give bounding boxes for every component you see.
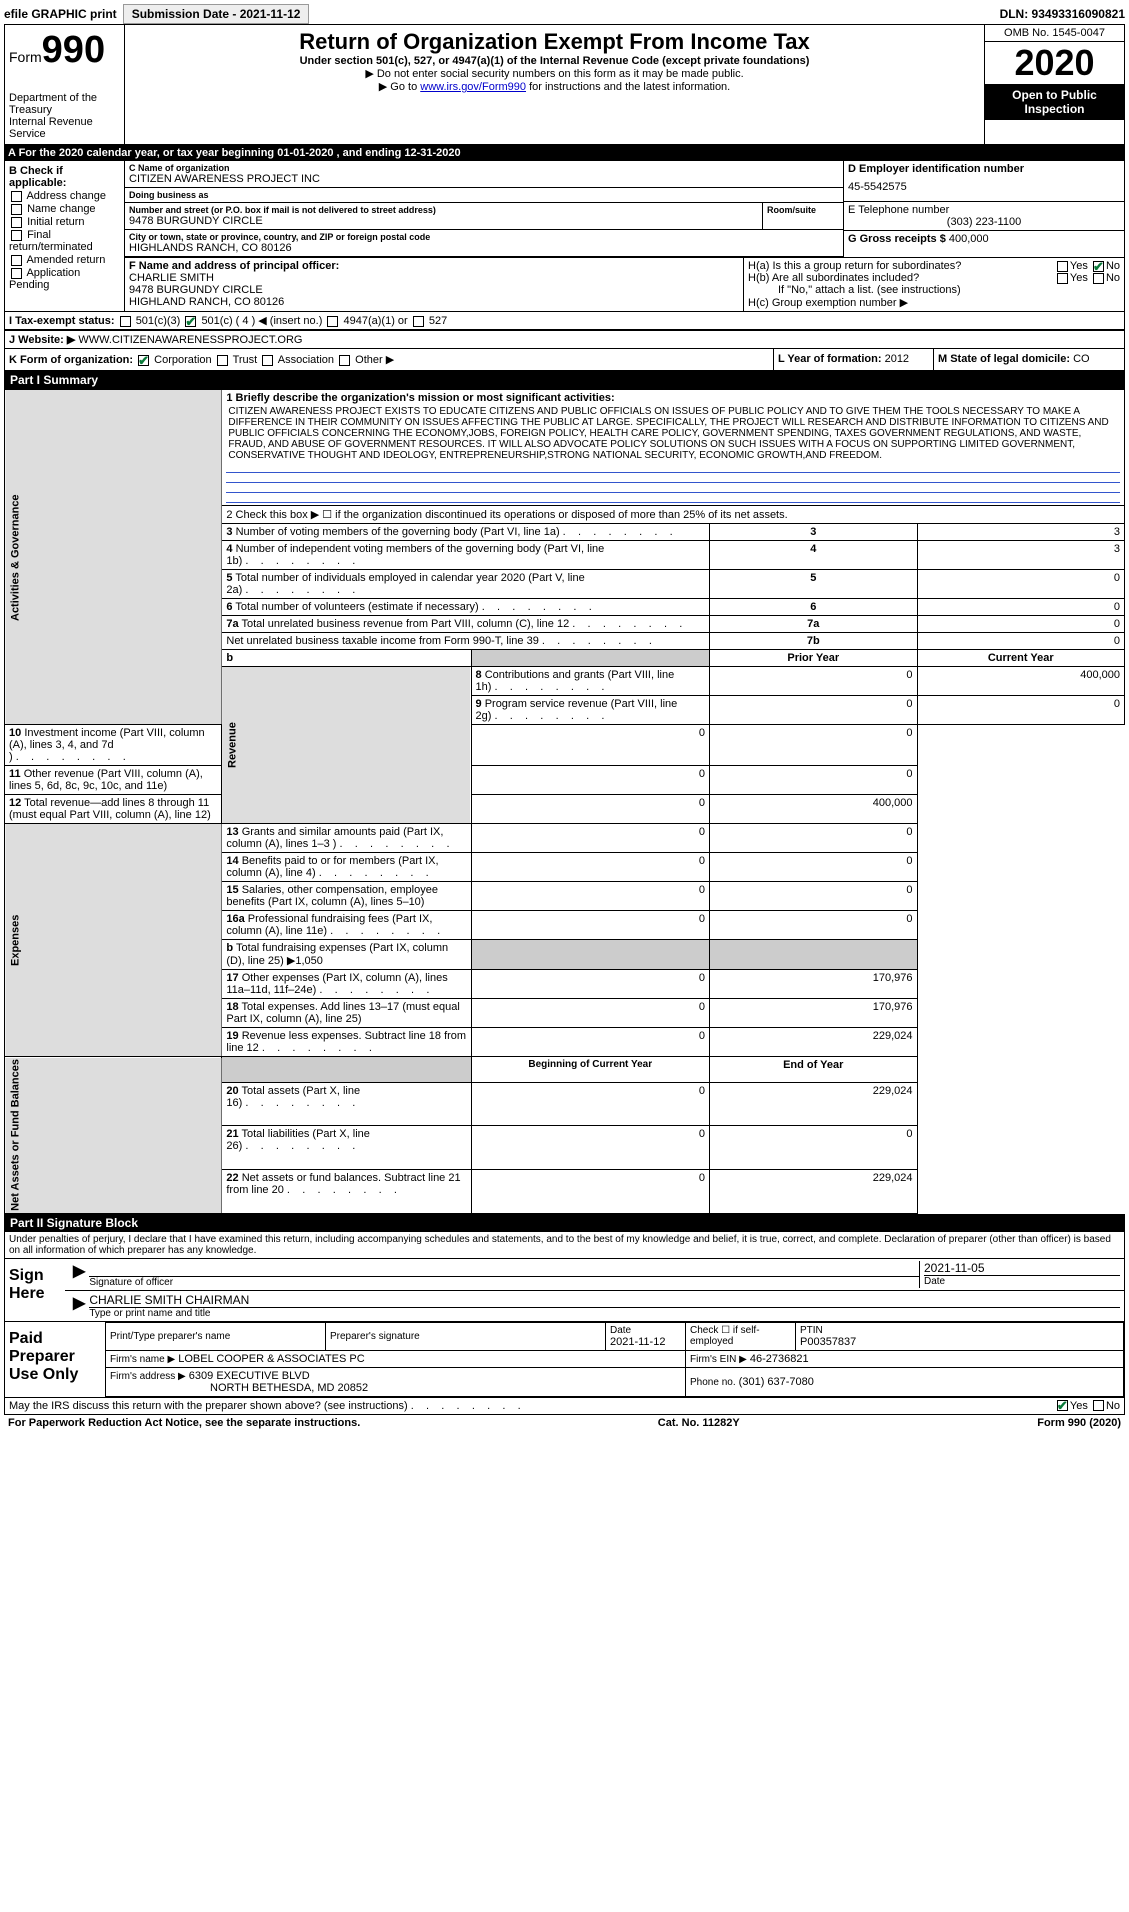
- ptin: P00357837: [800, 1336, 1119, 1348]
- side-revenue: Revenue: [222, 667, 471, 824]
- perjury-text: Under penalties of perjury, I declare th…: [4, 1232, 1125, 1259]
- cb-pending[interactable]: Application Pending: [9, 267, 120, 291]
- hb-row: H(b) Are all subordinates included? Yes …: [748, 272, 1120, 284]
- tax-year: 2020: [985, 42, 1124, 84]
- table-row: 12 Total revenue—add lines 8 through 11 …: [5, 795, 1125, 824]
- firm-name: LOBEL COOPER & ASSOCIATES PC: [178, 1353, 364, 1365]
- table-row: 11 Other revenue (Part VIII, column (A),…: [5, 766, 1125, 795]
- year-formation: 2012: [885, 353, 909, 365]
- efile-label: efile GRAPHIC print: [4, 7, 117, 21]
- paid-preparer-label: Paid Preparer Use Only: [5, 1322, 105, 1397]
- side-expenses: Expenses: [5, 824, 222, 1057]
- discuss-yes-checkbox[interactable]: [1057, 1400, 1068, 1411]
- mission-text: CITIZEN AWARENESS PROJECT EXISTS TO EDUC…: [226, 404, 1120, 463]
- form-title: Return of Organization Exempt From Incom…: [129, 29, 980, 55]
- irs-link[interactable]: www.irs.gov/Form990: [420, 81, 526, 93]
- top-bar: efile GRAPHIC print Submission Date - 20…: [4, 4, 1125, 24]
- note-ssn: ▶ Do not enter social security numbers o…: [129, 67, 980, 80]
- org-name: CITIZEN AWARENESS PROJECT INC: [129, 173, 839, 185]
- omb-label: OMB No. 1545-0047: [985, 25, 1124, 42]
- side-netassets: Net Assets or Fund Balances: [5, 1057, 222, 1214]
- sig-date: 2021-11-05: [924, 1261, 1120, 1276]
- sign-here-label: Sign Here: [5, 1259, 65, 1321]
- state-domicile: CO: [1073, 353, 1090, 365]
- city-address: HIGHLANDS RANCH, CO 80126: [129, 242, 839, 254]
- cb-address[interactable]: Address change: [9, 190, 120, 202]
- arrow-icon: ▶: [69, 1261, 89, 1288]
- irs-label: Internal Revenue Service: [9, 116, 120, 140]
- firm-ein: 46-2736821: [750, 1353, 809, 1365]
- officer-name: CHARLIE SMITH: [129, 272, 739, 284]
- website: WWW.CITIZENAWARENESSPROJECT.ORG: [78, 334, 302, 346]
- calendar-row: A For the 2020 calendar year, or tax yea…: [4, 145, 1125, 161]
- gross-receipts: 400,000: [949, 233, 989, 245]
- discuss-no-checkbox[interactable]: [1093, 1400, 1104, 1411]
- cb-initial[interactable]: Initial return: [9, 216, 120, 228]
- cb-final[interactable]: Final return/terminated: [9, 229, 120, 253]
- dept-label: Department of the Treasury: [9, 92, 120, 116]
- ha-row: H(a) Is this a group return for subordin…: [748, 260, 1120, 272]
- footer: For Paperwork Reduction Act Notice, see …: [4, 1415, 1125, 1431]
- officer-city: HIGHLAND RANCH, CO 80126: [129, 296, 739, 308]
- form-header: Form990 Department of the Treasury Inter…: [4, 24, 1125, 145]
- submission-date-button[interactable]: Submission Date - 2021-11-12: [123, 4, 310, 24]
- part-ii-header: Part II Signature Block: [4, 1214, 1125, 1232]
- section-bcdefgh: B Check if applicable: Address change Na…: [4, 161, 1125, 312]
- firm-addr1: 6309 EXECUTIVE BLVD: [189, 1370, 310, 1382]
- phone: (303) 223-1100: [848, 216, 1120, 228]
- officer-street: 9478 BURGUNDY CIRCLE: [129, 284, 739, 296]
- dln-label: DLN: 93493316090821: [1000, 7, 1125, 21]
- summary-table: Activities & Governance 1 Briefly descri…: [4, 389, 1125, 1214]
- open-public-label: Open to Public Inspection: [985, 84, 1124, 120]
- side-governance: Activities & Governance: [5, 390, 222, 725]
- form-subtitle: Under section 501(c), 527, or 4947(a)(1)…: [129, 55, 980, 67]
- table-row: 10 Investment income (Part VIII, column …: [5, 725, 1125, 766]
- ein: 45-5542575: [848, 175, 1120, 199]
- cb-name[interactable]: Name change: [9, 203, 120, 215]
- arrow-icon: ▶: [69, 1293, 89, 1319]
- cb-amended[interactable]: Amended return: [9, 254, 120, 266]
- street-address: 9478 BURGUNDY CIRCLE: [129, 215, 758, 227]
- officer-typed-name: CHARLIE SMITH CHAIRMAN: [89, 1293, 1120, 1308]
- note-link: ▶ Go to www.irs.gov/Form990 for instruct…: [129, 80, 980, 93]
- part-i-header: Part I Summary: [4, 371, 1125, 389]
- preparer-table: Print/Type preparer's name Preparer's si…: [105, 1322, 1124, 1397]
- firm-addr2: NORTH BETHESDA, MD 20852: [110, 1382, 368, 1394]
- check-b-column: B Check if applicable: Address change Na…: [5, 161, 125, 311]
- form-number: Form990: [9, 29, 120, 72]
- hc-row: H(c) Group exemption number ▶: [748, 296, 1120, 309]
- firm-phone: (301) 637-7080: [739, 1376, 814, 1388]
